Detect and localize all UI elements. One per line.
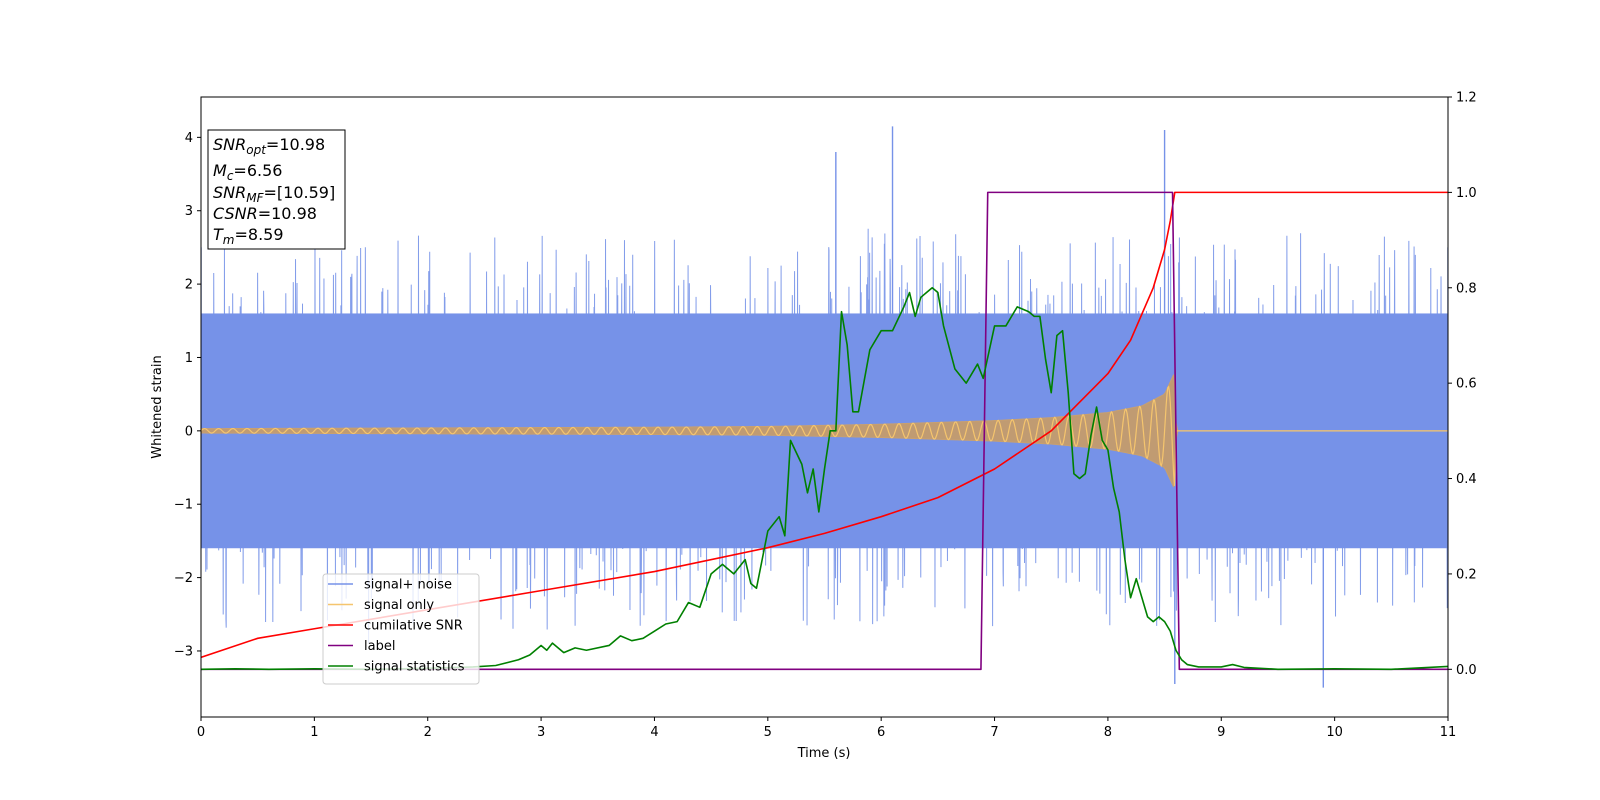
series-line-4 <box>201 286 1448 671</box>
y2-tick-label: 1.0 <box>1456 186 1477 201</box>
x-tick-label: 4 <box>650 725 658 740</box>
y-axis-right: 0.0 0.2 0.4 0.6 0.8 1.0 1.2 <box>1448 91 1477 678</box>
plot-frame <box>200 96 1449 718</box>
y2-tick-label: 0.0 <box>1456 663 1477 678</box>
x-tick-label: 2 <box>424 725 432 740</box>
x-axis: 0 1 2 3 4 5 6 7 8 9 10 11 <box>197 717 1456 740</box>
info-line-value: =[10.59] <box>264 183 336 202</box>
y2-tick-label: 0.6 <box>1456 377 1477 392</box>
y-tick-label: −3 <box>174 644 193 659</box>
x-tick-label: 3 <box>537 725 545 740</box>
series-signal-only <box>201 374 1448 488</box>
legend: signal+ noise signal only cumilative SNR la… <box>322 573 480 685</box>
info-box-text: SNRopt=10.98 Mc=6.56 SNRMF=[10.59] CSNR=10.… <box>213 135 335 247</box>
info-line-sub: m <box>223 233 235 247</box>
x-tick-label: 11 <box>1440 725 1457 740</box>
x-tick-label: 1 <box>310 725 318 740</box>
y2-tick-label: 0.8 <box>1456 281 1477 296</box>
y-tick-label: 0 <box>185 424 193 439</box>
y-tick-label: 1 <box>185 351 193 366</box>
y-axis-label: Whitened strain <box>150 355 165 458</box>
legend-label: label <box>364 639 395 654</box>
legend-label: cumilative SNR <box>364 619 463 634</box>
y-tick-label: 2 <box>185 278 193 293</box>
info-line-value: =10.98 <box>258 204 317 223</box>
y-axis-left: −3 −2 −1 0 1 2 3 4 <box>174 131 201 659</box>
series-line-3 <box>201 191 1448 671</box>
x-tick-label: 10 <box>1326 725 1343 740</box>
x-axis-label: Time (s) <box>797 746 851 761</box>
x-tick-label: 9 <box>1217 725 1225 740</box>
legend-frame <box>322 573 480 685</box>
info-box: SNRopt=10.98 Mc=6.56 SNRMF=[10.59] CSNR=10.… <box>207 129 346 250</box>
y-tick-label: 3 <box>185 204 193 219</box>
info-line-main: SNR <box>213 135 246 154</box>
x-tick-label: 8 <box>1104 725 1112 740</box>
y-tick-label: −1 <box>174 498 193 513</box>
info-line-value: =6.56 <box>233 161 282 180</box>
info-line-main: SNR <box>213 183 246 202</box>
info-line-value: =8.59 <box>234 225 283 244</box>
info-line-sub: c <box>227 169 234 183</box>
plot-area <box>201 126 1448 688</box>
x-tick-label: 7 <box>990 725 998 740</box>
legend-label: signal statistics <box>364 660 465 675</box>
legend-label: signal+ noise <box>364 578 452 593</box>
y2-tick-label: 0.4 <box>1456 472 1477 487</box>
signal-only-trace <box>201 385 1448 486</box>
info-line-sub: opt <box>246 143 267 157</box>
x-tick-label: 5 <box>764 725 772 740</box>
x-tick-label: 0 <box>197 725 205 740</box>
info-line-main: CSNR <box>213 204 258 223</box>
legend-label: signal only <box>364 598 434 613</box>
info-box-frame <box>207 129 346 250</box>
y2-tick-label: 1.2 <box>1456 91 1477 106</box>
info-line-sub: MF <box>246 191 264 205</box>
info-line-main: M <box>213 161 227 180</box>
y-tick-label: 4 <box>185 131 193 146</box>
y2-tick-label: 0.2 <box>1456 567 1477 582</box>
y-tick-label: −2 <box>174 571 193 586</box>
info-line-main: T <box>213 225 224 244</box>
info-line-value: =10.98 <box>266 135 325 154</box>
x-tick-label: 6 <box>877 725 885 740</box>
